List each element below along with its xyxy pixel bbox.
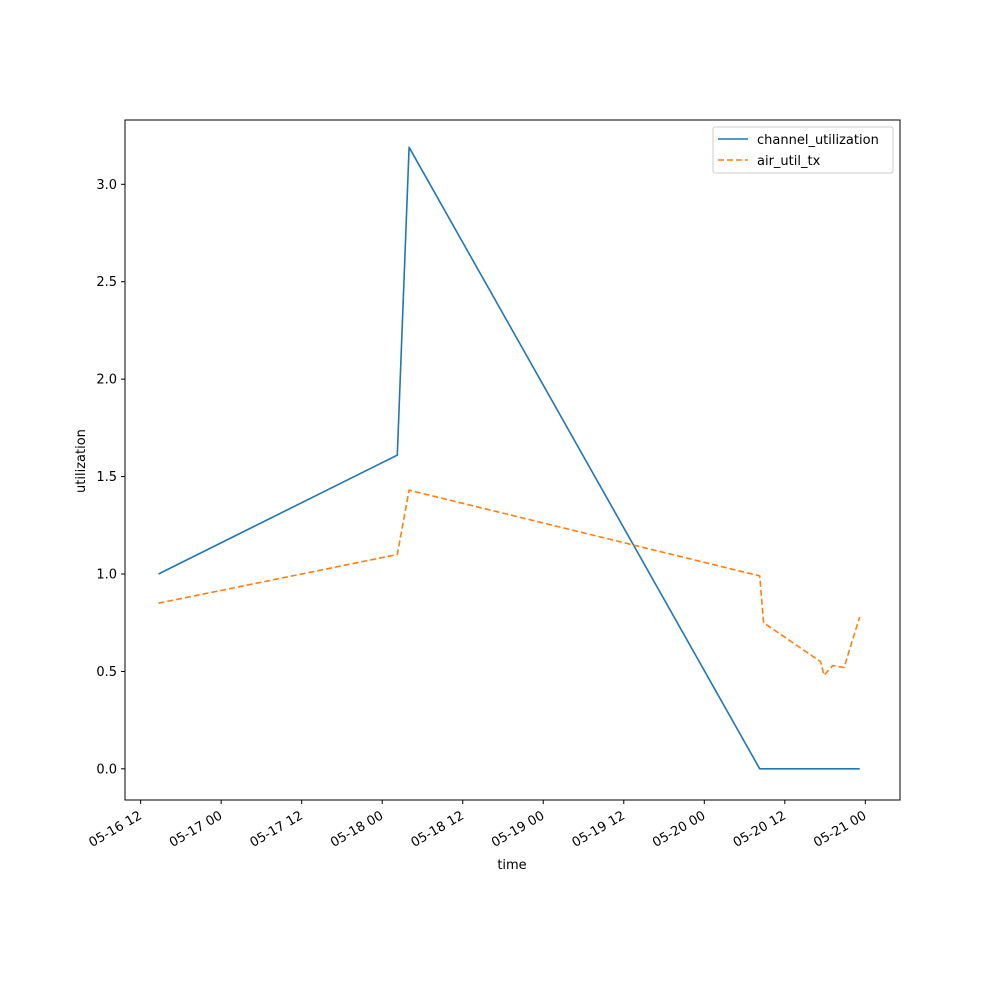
series-lines	[158, 146, 861, 770]
legend-label: air_util_tx	[757, 154, 821, 169]
x-tick-label: 05-20 00	[650, 808, 708, 850]
y-axis: 0.0 0.5 1.0 1.5 2.0 2.5 3.0	[96, 178, 125, 777]
legend: channel_utilization air_util_tx	[712, 126, 894, 174]
x-tick-label: 05-20 12	[731, 808, 789, 850]
y-tick-label: 2.5	[96, 275, 117, 290]
x-tick-label: 05-17 12	[248, 808, 306, 850]
x-tick-label: 05-19 12	[570, 808, 628, 850]
plot-area-frame	[124, 119, 901, 801]
x-tick-label: 05-17 00	[167, 808, 225, 850]
x-axis: 05-16 12 05-17 00 05-17 12 05-18 00 05-18 12…	[87, 800, 869, 851]
legend-label: channel_utilization	[757, 133, 879, 148]
y-tick-label: 2.0	[96, 373, 117, 388]
x-tick-label: 05-19 00	[489, 808, 547, 850]
x-tick-label: 05-18 12	[409, 808, 467, 850]
y-tick-label: 0.0	[96, 762, 117, 777]
y-axis-label: utilization	[74, 429, 89, 493]
y-tick-label: 1.5	[96, 470, 117, 485]
legend-box	[712, 126, 894, 174]
x-tick-label: 05-21 00	[811, 808, 869, 850]
x-tick-label: 05-16 12	[87, 808, 145, 850]
y-tick-label: 0.5	[96, 665, 117, 680]
series-line-channel-utilization	[158, 146, 860, 770]
x-tick-label: 05-18 00	[328, 808, 386, 850]
series-line-air-util-tx	[158, 489, 861, 677]
y-tick-label: 1.0	[96, 567, 117, 582]
y-tick-label: 3.0	[96, 178, 117, 193]
x-axis-label: time	[497, 858, 526, 873]
